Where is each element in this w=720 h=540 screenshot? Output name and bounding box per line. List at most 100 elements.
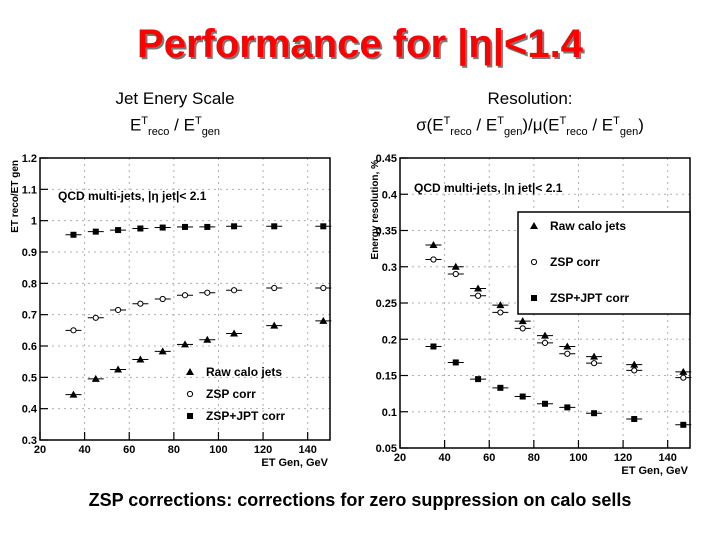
chart1-y-tick-label: 0.5 (22, 372, 37, 384)
chart2-legend-marker-triangle (530, 222, 538, 229)
chart1-point-open-circle (114, 306, 122, 314)
chart1-x-tick-label: 80 (168, 444, 180, 456)
chart2-point-triangle (496, 301, 505, 309)
chart2-point-triangle (429, 241, 438, 248)
chart1-y-tick-label: 0.6 (22, 341, 37, 353)
chart2-point-square (564, 404, 571, 411)
chart1-point-open-circle (70, 327, 77, 334)
chart2-x-tick-label: 100 (569, 452, 587, 464)
chart1-point-open-circle (137, 300, 144, 307)
chart2-point-square (452, 359, 459, 366)
chart1-legend-label: Raw calo jets (206, 365, 282, 379)
chart1-point-square (204, 223, 211, 230)
chart2-y-tick-label: 0.35 (376, 226, 397, 238)
chart2-y-tick-label: 0.2 (382, 334, 397, 346)
chart2-legend-label: ZSP+JPT corr (550, 291, 629, 305)
chart2-point-open-circle (631, 367, 638, 374)
chart2-x-tick-label: 20 (394, 452, 406, 464)
chart2-legend-label: ZSP corr (550, 255, 600, 269)
chart1-point-square (182, 223, 188, 230)
chart1-point-open-circle (230, 287, 238, 294)
chart2-point-triangle (518, 317, 527, 325)
chart2-point-square (542, 400, 548, 407)
chart1-point-square (159, 224, 166, 231)
chart1-legend-label: ZSP corr (206, 387, 256, 401)
chart2-point-open-circle (497, 309, 504, 316)
chart2-x-tick-label: 40 (438, 452, 450, 464)
chart1-point-open-circle (271, 284, 278, 292)
chart1-point-square (115, 227, 122, 234)
chart2-y-axis-label: Energy resolution, % (370, 160, 381, 260)
chart1-x-tick-label: 100 (209, 444, 227, 456)
chart1-legend-label: ZSP+JPT corr (206, 409, 285, 423)
chart2-point-open-circle (430, 256, 437, 263)
chart2-x-tick-label: 80 (528, 452, 540, 464)
chart1-point-open-circle (320, 284, 327, 292)
chart1-x-tick-label: 20 (34, 444, 46, 456)
chart1-point-triangle (270, 321, 279, 329)
chart2-point-triangle (630, 360, 639, 368)
chart1-point-triangle (114, 365, 123, 373)
chart1-point-open-circle (181, 292, 189, 299)
chart1-point-open-circle (159, 295, 166, 303)
chart2-x-tick-label: 120 (614, 452, 632, 464)
chart2-point-open-circle (590, 360, 598, 367)
chart2-y-tick-label: 0.15 (376, 371, 397, 383)
chart2-point-triangle (451, 262, 460, 270)
footer-note: ZSP corrections: corrections for zero su… (88, 490, 632, 510)
chart1-legend-marker-open-circle (186, 390, 194, 398)
chart1-point-triangle (230, 329, 239, 337)
chart2-legend-marker-open-circle (530, 258, 538, 266)
chart2-point-triangle (474, 284, 483, 292)
chart1-point-square (320, 223, 327, 230)
chart2-point-open-circle (519, 325, 526, 332)
chart2-point-square (430, 343, 437, 350)
chart1-point-triangle (203, 335, 212, 343)
right-caption-line2: σ(ETreco / ETgen)/μ(ETreco / ETgen) (416, 115, 644, 139)
chart2-annotation: QCD multi-jets, |η jet|< 2.1 (414, 181, 563, 195)
chart2-legend-label: Raw calo jets (550, 219, 626, 233)
chart2-y-tick-label: 0.45 (376, 153, 397, 165)
chart2-point-square (519, 393, 526, 400)
left-caption-line2: ETreco / ETgen (129, 115, 221, 139)
chart2-point-triangle (563, 342, 572, 350)
chart1-legend-marker-triangle (186, 368, 194, 375)
chart2-point-square (497, 384, 504, 391)
chart2-point-open-circle (680, 374, 687, 381)
chart1-point-triangle (69, 390, 78, 398)
chart1-point-square (92, 228, 99, 235)
chart1-point-square (70, 231, 77, 238)
left-caption-line1: Jet Enery Scale (115, 89, 235, 108)
right-caption-line1: Resolution: (487, 89, 573, 108)
chart1-y-tick-label: 0.9 (22, 247, 37, 259)
chart1-x-tick-label: 40 (78, 444, 90, 456)
chart2-point-triangle (541, 331, 549, 339)
chart2-y-tick-label: 0.1 (382, 407, 397, 419)
chart2-legend-box (517, 211, 691, 315)
chart1-point-triangle (136, 355, 145, 363)
chart2-x-tick-label: 140 (659, 452, 677, 464)
chart2-y-tick-label: 0.05 (376, 443, 397, 455)
chart1-y-tick-label: 0.4 (22, 404, 38, 416)
chart1-point-triangle (91, 374, 100, 382)
chart2-point-square (631, 416, 638, 422)
chart1-y-tick-label: 1.1 (22, 184, 37, 196)
chart1-plot-frame (39, 157, 331, 441)
chart2-point-open-circle (474, 292, 482, 299)
chart1-annotation: QCD multi-jets, |η jet|< 2.1 (58, 189, 207, 203)
chart1-y-axis-label: ET reco/ET gen (10, 160, 21, 233)
chart1-x-tick-label: 60 (123, 444, 135, 456)
right-chart-caption: Resolution: σ(ETreco / ETgen)/μ(ETreco /… (380, 88, 680, 143)
chart2-y-tick-label: 0.3 (382, 262, 397, 274)
chart2-point-triangle (590, 352, 599, 360)
chart2-point-open-circle (541, 339, 549, 346)
chart1-x-axis-label: ET Gen, GeV (261, 457, 328, 469)
chart1-point-open-circle (204, 289, 211, 296)
chart2-point-square (591, 410, 598, 417)
left-chart-caption: Jet Enery Scale ETreco / ETgen (80, 88, 270, 143)
chart1-y-tick-label: 1.2 (22, 153, 37, 165)
chart2-y-tick-label: 0.4 (382, 189, 398, 201)
chart1-point-square (271, 223, 278, 230)
chart1-point-open-circle (92, 314, 99, 321)
